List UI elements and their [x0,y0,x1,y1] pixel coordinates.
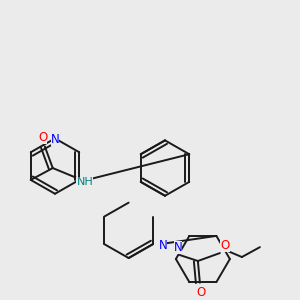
Text: O: O [220,239,230,252]
Text: O: O [196,286,206,299]
Text: O: O [38,131,47,144]
Text: NH: NH [76,177,93,187]
Text: N: N [51,133,59,146]
Text: N: N [173,241,182,254]
Text: N: N [158,239,167,252]
